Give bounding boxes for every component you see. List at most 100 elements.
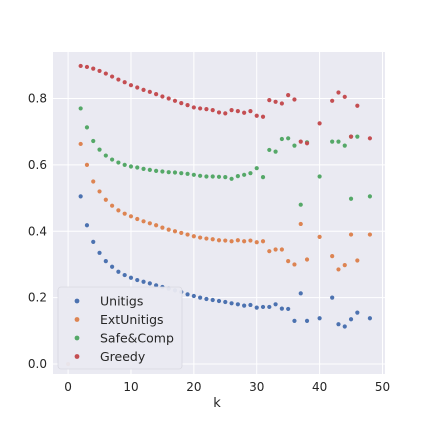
legend-label: Unitigs — [100, 294, 143, 309]
data-point — [154, 223, 159, 228]
data-point — [229, 176, 234, 181]
data-point — [122, 211, 127, 216]
data-point — [84, 223, 90, 228]
data-point — [229, 107, 234, 113]
data-point — [78, 106, 83, 111]
data-point — [110, 203, 115, 208]
data-point — [367, 136, 373, 141]
data-point — [298, 221, 303, 227]
data-point — [242, 239, 247, 244]
data-point — [330, 295, 335, 300]
data-point — [317, 316, 322, 321]
data-point — [367, 194, 373, 199]
data-point — [91, 66, 96, 71]
data-point — [210, 237, 215, 242]
data-point — [216, 298, 222, 304]
data-point — [254, 240, 259, 245]
y-tick-label: 0.4 — [28, 224, 47, 238]
data-point — [122, 272, 127, 278]
data-point — [216, 174, 222, 179]
data-point — [229, 301, 234, 306]
data-point — [147, 221, 152, 226]
data-point — [317, 234, 322, 240]
data-point — [292, 318, 297, 323]
data-point — [97, 147, 102, 152]
data-point — [367, 316, 373, 321]
data-point — [185, 292, 190, 297]
legend-marker — [74, 317, 80, 322]
data-point — [273, 149, 278, 154]
series-safe-comp — [78, 106, 373, 207]
data-point — [172, 170, 178, 175]
data-point — [286, 136, 291, 141]
data-point — [348, 134, 354, 139]
x-tick-label: 40 — [312, 380, 327, 394]
data-point — [122, 80, 127, 85]
data-point — [166, 96, 171, 101]
data-point — [355, 103, 360, 108]
data-point — [172, 98, 178, 103]
data-point — [342, 324, 347, 329]
data-point — [248, 108, 253, 114]
data-point — [254, 166, 259, 171]
data-point — [191, 293, 196, 299]
data-point — [348, 232, 354, 237]
data-point — [103, 153, 108, 158]
data-point — [254, 113, 259, 118]
data-point — [279, 101, 284, 106]
data-point — [191, 234, 196, 239]
data-point — [198, 235, 203, 240]
data-point — [128, 83, 134, 88]
data-point — [279, 136, 284, 142]
data-point — [260, 175, 266, 180]
data-point — [304, 257, 310, 262]
data-point — [235, 238, 240, 243]
data-point — [204, 236, 209, 241]
data-point — [128, 164, 134, 169]
data-point — [141, 166, 146, 171]
data-point — [154, 168, 159, 173]
data-point — [260, 114, 266, 119]
data-point — [198, 106, 203, 111]
data-point — [135, 85, 140, 90]
data-point — [286, 306, 291, 312]
data-point — [248, 238, 253, 243]
data-point — [110, 264, 115, 269]
data-point — [235, 108, 240, 114]
data-point — [342, 143, 347, 148]
data-point — [141, 219, 146, 224]
data-point — [141, 279, 146, 284]
data-point — [116, 160, 121, 165]
data-point — [110, 74, 115, 79]
data-point — [355, 310, 360, 315]
data-point — [292, 262, 297, 267]
legend-box — [57, 286, 183, 370]
data-point — [235, 174, 240, 179]
data-point — [330, 98, 335, 103]
legend-label: Greedy — [100, 349, 146, 364]
x-tick-label: 30 — [249, 380, 264, 394]
data-point — [91, 239, 96, 244]
data-point — [210, 107, 215, 113]
data-point — [336, 139, 341, 144]
data-point — [185, 171, 190, 176]
legend-label: Safe&Comp — [100, 331, 174, 346]
data-point — [198, 295, 203, 300]
data-point — [78, 141, 83, 147]
data-point — [367, 232, 373, 237]
data-point — [160, 225, 165, 230]
data-point — [103, 197, 108, 202]
legend: Unitigs ExtUnitigs Safe&Comp Greedy — [57, 286, 183, 370]
data-point — [273, 302, 278, 307]
data-point — [166, 170, 171, 175]
series-extunitigs — [65, 141, 373, 367]
data-point — [84, 125, 90, 130]
data-point — [254, 305, 259, 310]
data-point — [78, 63, 83, 69]
data-point — [103, 71, 108, 76]
data-point — [273, 99, 278, 104]
data-point — [160, 169, 165, 174]
data-point — [198, 173, 203, 178]
data-point — [229, 239, 234, 244]
